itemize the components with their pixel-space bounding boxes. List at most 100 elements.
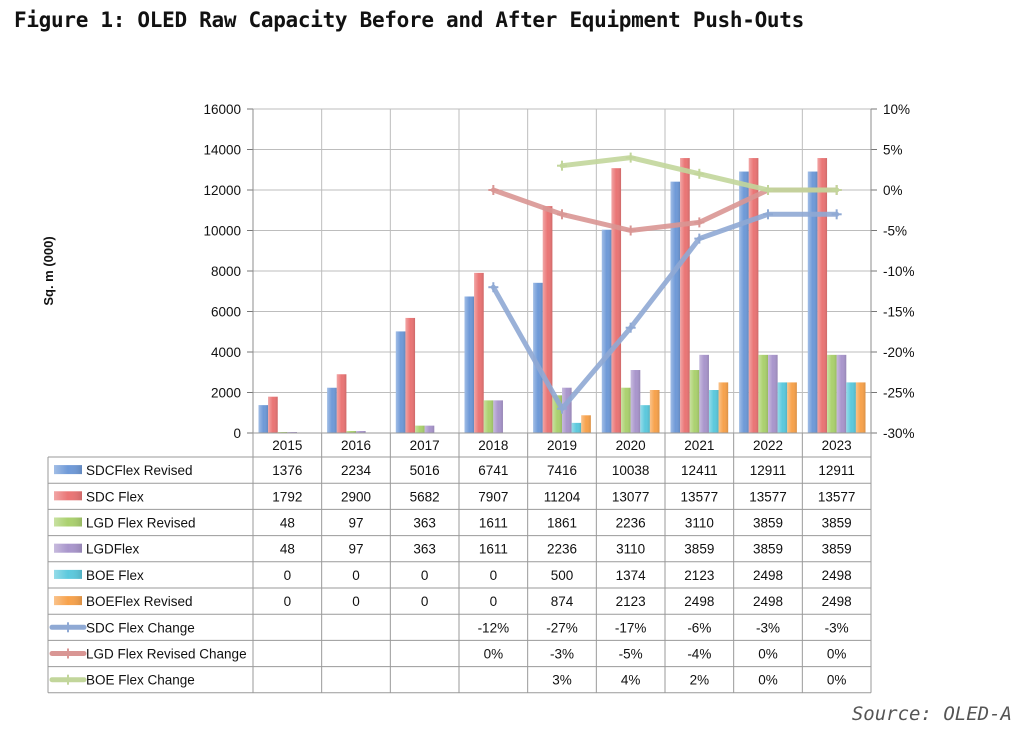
bar-boeflex-revised-2023-shade: [855, 382, 866, 433]
bar-lgdflex-2018-shade: [493, 400, 503, 433]
table-cell-lgd-flex-revised-2017: 363: [413, 516, 436, 531]
table-cell-sdcflex-revised-2015: 1376: [272, 463, 302, 478]
table-cell-lgdflex-2021: 3859: [684, 542, 714, 557]
legend-label-lgd-flex-revised: LGD Flex Revised: [86, 516, 196, 531]
table-cell-lgdflex-2018: 1611: [479, 542, 508, 557]
table-cell-sdc-flex-2023: 13577: [818, 489, 856, 504]
legend-key-lgd-flex-revised-shade: [54, 517, 82, 527]
legend-key-boeflex-revised-shade: [54, 596, 82, 606]
bar-sdc-flex-2021-shade: [680, 158, 690, 434]
table-cell-sdc-flex-change-2020: -17%: [615, 620, 647, 635]
bar-lgdflex-2017-shade: [424, 425, 435, 433]
table-cell-sdc-flex-2017: 5682: [410, 489, 440, 504]
table-cell-lgd-flex-revised-2018: 1611: [479, 516, 508, 531]
bar-boeflex-revised-2021-shade: [718, 382, 729, 433]
bar-sdc-flex-2018-shade: [474, 272, 484, 433]
table-cell-sdc-flex-change-2022: -3%: [756, 620, 780, 635]
bar-lgdflex-2023-shade: [836, 354, 847, 433]
bar-boe-flex-2020-shade: [640, 405, 650, 433]
table-cell-lgdflex-2017: 363: [413, 542, 436, 557]
bar-lgdflex-2021-shade: [699, 354, 709, 433]
table-cell-boe-flex-2015: 0: [284, 568, 292, 583]
x-tick-label-2021: 2021: [684, 438, 714, 453]
y-tick-label: 12000: [203, 183, 241, 198]
y-tick-label: 6000: [211, 305, 241, 320]
table-cell-sdc-flex-2019: 11204: [544, 489, 581, 504]
table-cell-boeflex-revised-2015: 0: [284, 594, 292, 609]
table-cell-boeflex-revised-2021: 2498: [684, 594, 714, 609]
table-cell-boeflex-revised-2018: 0: [490, 594, 498, 609]
legend-label-lgd-flex-revised-change: LGD Flex Revised Change: [86, 647, 247, 662]
bar-lgd-flex-revised-2023-shade: [827, 354, 837, 433]
table-cell-lgd-flex-revised-change-2023: 0%: [827, 647, 847, 662]
table-cell-lgdflex-2015: 48: [280, 542, 295, 557]
table-cell-boe-flex-change-2022: 0%: [758, 673, 778, 688]
x-tick-label-2017: 2017: [410, 438, 440, 453]
table-cell-lgdflex-2022: 3859: [753, 542, 783, 557]
bar-sdcflex-revised-2018-shade: [464, 296, 475, 433]
table-cell-sdc-flex-2022: 13577: [749, 489, 787, 504]
table-cell-sdcflex-revised-2018: 6741: [478, 463, 508, 478]
table-cell-boe-flex-change-2023: 0%: [827, 673, 847, 688]
table-cell-lgd-flex-revised-2019: 1861: [547, 516, 577, 531]
x-tick-label-2018: 2018: [478, 438, 508, 453]
y2-tick-label: -5%: [883, 224, 907, 239]
bar-sdc-flex-2020-shade: [611, 168, 622, 434]
table-cell-boe-flex-2019: 500: [551, 568, 574, 583]
table-cell-lgd-flex-revised-2022: 3859: [753, 516, 783, 531]
y-tick-label: 14000: [203, 143, 241, 158]
bar-sdc-flex-2015-shade: [268, 396, 278, 433]
bar-sdcflex-revised-2020-shade: [601, 229, 612, 433]
y2-tick-label: -10%: [883, 264, 915, 279]
table-cell-sdc-flex-change-2019: -27%: [546, 620, 578, 635]
x-tick-label-2022: 2022: [753, 438, 783, 453]
table-cell-sdcflex-revised-2020: 10038: [612, 463, 650, 478]
table-cell-lgdflex-2023: 3859: [822, 542, 852, 557]
table-cell-boeflex-revised-2019: 874: [551, 594, 574, 609]
bar-boe-flex-2023-shade: [846, 382, 856, 433]
table-cell-sdc-flex-2016: 2900: [341, 489, 371, 504]
table-cell-lgd-flex-revised-2023: 3859: [822, 516, 852, 531]
table-cell-sdcflex-revised-2017: 5016: [410, 463, 440, 478]
table-cell-boe-flex-2017: 0: [421, 568, 429, 583]
bar-lgd-flex-revised-2017-shade: [415, 425, 425, 433]
table-cell-boe-flex-2021: 2123: [684, 568, 714, 583]
y-tick-label: 8000: [211, 264, 241, 279]
bar-boe-flex-2022-shade: [777, 382, 788, 433]
bar-boeflex-revised-2022-shade: [787, 382, 797, 433]
y2-tick-label: 5%: [883, 143, 903, 158]
bar-boe-flex-2021-shade: [708, 390, 719, 433]
bar-sdc-flex-2022-shade: [748, 158, 759, 434]
line-sdc-flex-change: [490, 211, 840, 412]
bar-lgdflex-2020-shade: [630, 370, 641, 433]
legend-key-lgdflex-shade: [54, 543, 82, 553]
bar-sdcflex-revised-2021-shade: [670, 181, 681, 433]
bar-lgdflex-2016-shade: [356, 431, 366, 433]
table-cell-boe-flex-2023: 2498: [822, 568, 852, 583]
table-cell-lgd-flex-revised-change-2021: -4%: [687, 647, 711, 662]
bar-lgdflex-2019-shade: [562, 387, 572, 433]
bar-sdc-flex-2019-shade: [542, 206, 553, 433]
table-cell-sdc-flex-change-2023: -3%: [825, 620, 849, 635]
bar-lgd-flex-revised-2018-shade: [483, 400, 494, 433]
table-cell-lgd-flex-revised-2021: 3110: [685, 516, 714, 531]
figure-title: Figure 1: OLED Raw Capacity Before and A…: [14, 8, 804, 32]
bar-sdcflex-revised-2017-shade: [395, 331, 406, 433]
x-tick-label-2020: 2020: [616, 438, 646, 453]
table-cell-lgd-flex-revised-2020: 2236: [616, 516, 646, 531]
legend-label-boe-flex: BOE Flex: [86, 568, 144, 583]
table-cell-lgd-flex-revised-2015: 48: [280, 516, 295, 531]
y-tick-label: 0: [233, 426, 241, 441]
bar-lgd-flex-revised-2019-shade: [552, 395, 562, 433]
legend-label-sdc-flex: SDC Flex: [86, 489, 144, 504]
bar-boe-flex-2019-shade: [571, 422, 582, 433]
x-tick-label-2015: 2015: [272, 438, 302, 453]
table-cell-boeflex-revised-2016: 0: [352, 594, 360, 609]
bar-sdcflex-revised-2019-shade: [533, 282, 543, 433]
bar-sdcflex-revised-2015-shade: [258, 405, 269, 433]
table-cell-sdc-flex-2018: 7907: [478, 489, 508, 504]
y2-tick-label: -25%: [883, 386, 915, 401]
y-tick-label: 2000: [211, 386, 241, 401]
bar-sdc-flex-2023-shade: [817, 158, 828, 434]
